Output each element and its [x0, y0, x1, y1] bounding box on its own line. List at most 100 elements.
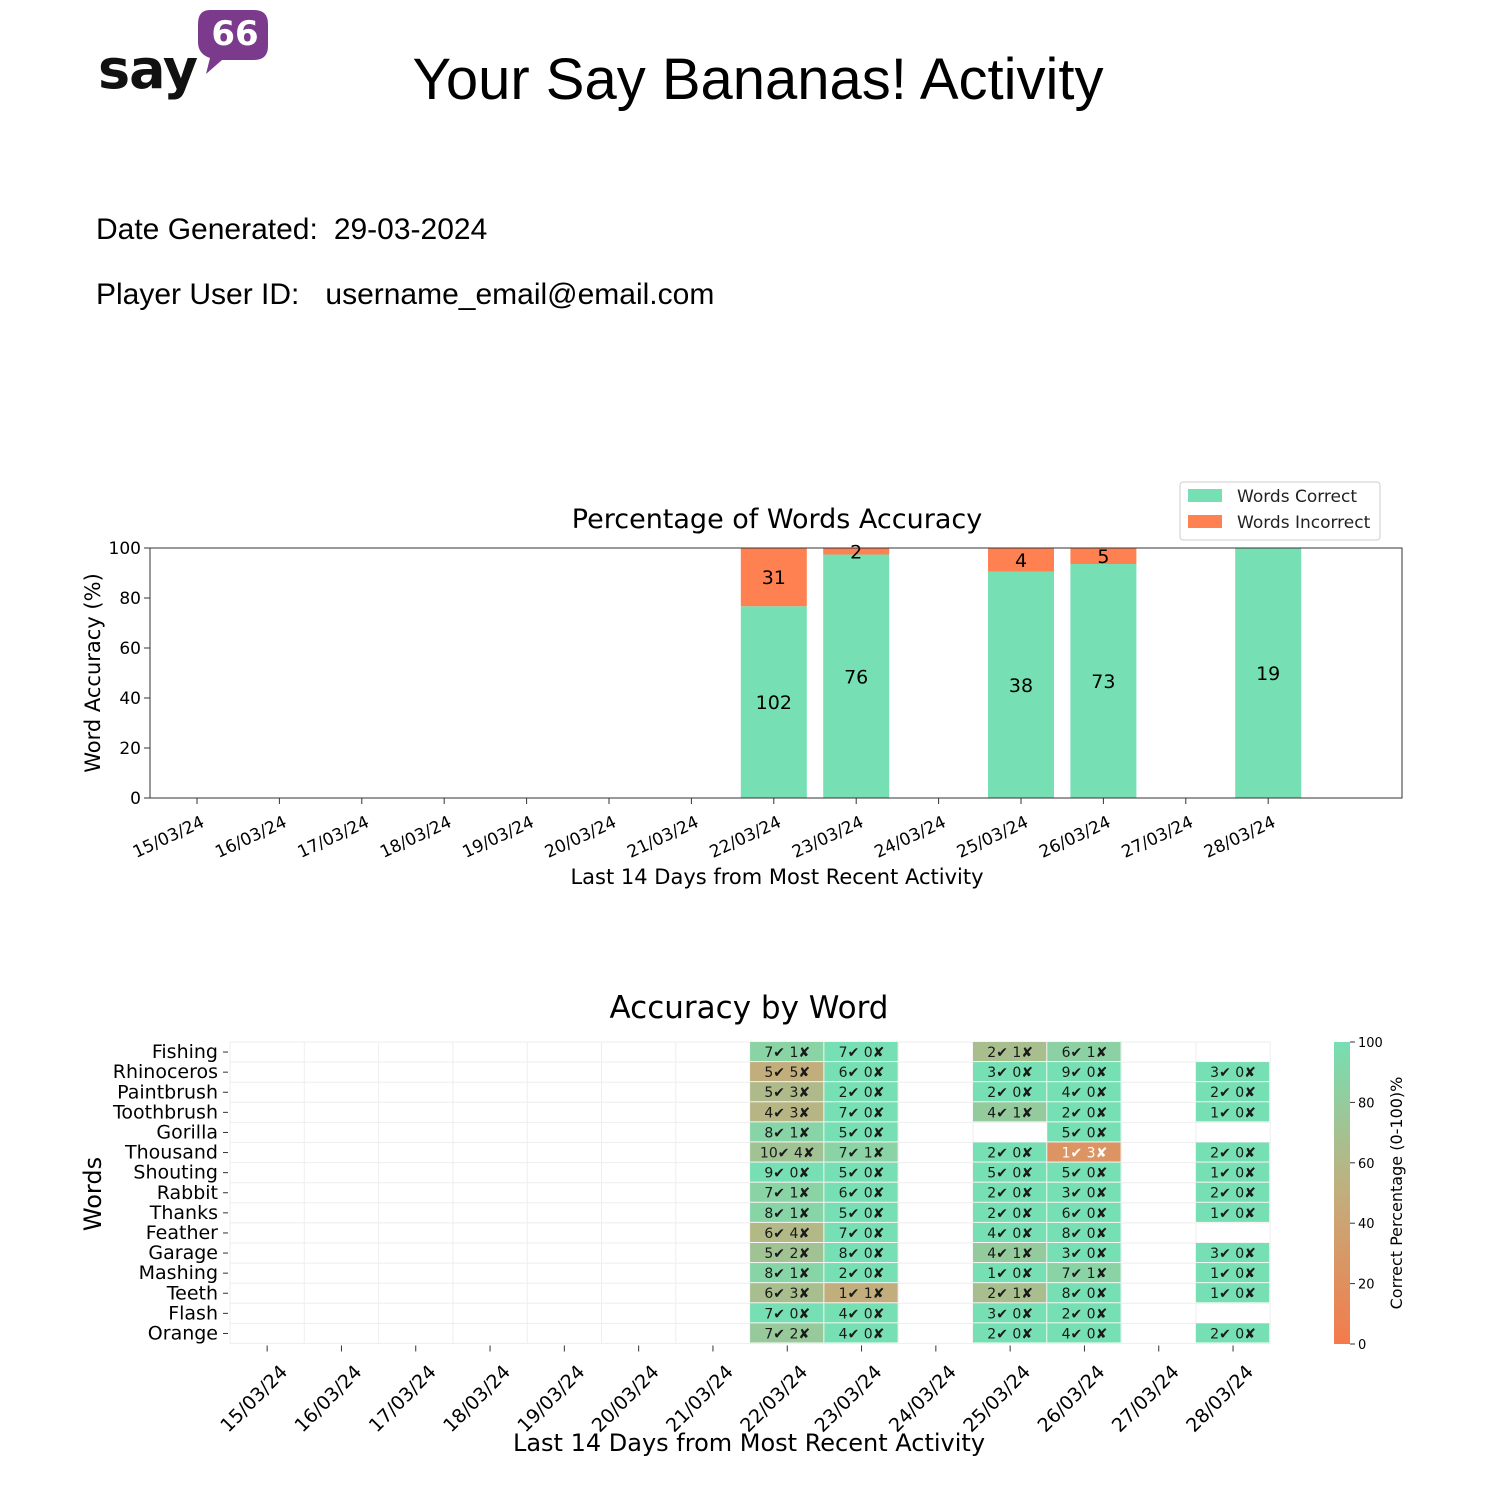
- x-tick-label: 24/03/24: [872, 812, 950, 862]
- heatmap-cell-label: 1✔ 0✘: [987, 1266, 1033, 1282]
- heatmap-cell-label: 4✔ 0✘: [1062, 1085, 1108, 1101]
- y-tick-label: 20: [119, 739, 141, 759]
- bar-chart-bars: 102 31 76 2 38 4 73 5 19: [740, 541, 1302, 798]
- heatmap-cell: [1047, 1182, 1121, 1202]
- heatmap-cell-label: 2✔ 0✘: [987, 1146, 1033, 1162]
- bar-label-incorrect: 5: [1097, 546, 1109, 568]
- colorbar-tick-label: 0: [1358, 1338, 1366, 1353]
- legend-swatch-incorrect: [1188, 515, 1222, 528]
- colorbar-ticks: 0 20 40 60 80 100: [1350, 1036, 1383, 1353]
- heatmap-cell-label: 2✔ 0✘: [839, 1085, 885, 1101]
- bar-incorrect: [823, 548, 890, 555]
- heatmap-cell-label: 5✔ 0✘: [839, 1206, 885, 1222]
- heatmap-cell: [750, 1283, 824, 1303]
- heatmap-cell: [750, 1303, 824, 1323]
- heatmap-cell-label: 4✔ 0✘: [839, 1326, 885, 1342]
- heatmap-cell-label: 7✔ 0✘: [764, 1306, 810, 1322]
- x-tick-label: 15/03/24: [130, 812, 208, 862]
- heatmap-cell-label: 7✔ 1✘: [1062, 1266, 1108, 1282]
- heatmap-cell-label: 2✔ 0✘: [1210, 1146, 1256, 1162]
- bar-label-correct: 38: [1009, 675, 1033, 697]
- heatmap-cell: [973, 1243, 1047, 1263]
- legend-swatch-correct: [1188, 489, 1222, 502]
- x-tick-label: 20/03/24: [542, 812, 620, 862]
- x-tick-label: 25/03/24: [954, 812, 1032, 862]
- heatmap-cell: [973, 1042, 1047, 1062]
- heatmap-cell-label: 2✔ 1✘: [987, 1286, 1033, 1302]
- bar-label-correct: 102: [756, 692, 792, 714]
- heatmap-cell: [824, 1222, 898, 1242]
- heatmap-y-label: Words: [79, 1157, 107, 1231]
- legend-label-incorrect: Words Incorrect: [1237, 513, 1371, 533]
- heatmap-cell: [1047, 1042, 1121, 1062]
- heatmap-column-label: 26/03/24: [1033, 1361, 1109, 1437]
- speech-bubble-icon: [198, 10, 268, 74]
- heatmap-cell-label: 5✔ 0✘: [839, 1166, 885, 1182]
- heatmap-x-label: Last 14 Days from Most Recent Activity: [513, 1429, 985, 1457]
- heatmap-cell-label: 7✔ 0✘: [839, 1105, 885, 1121]
- heatmap-cell-label: 1✔ 0✘: [1210, 1286, 1256, 1302]
- heatmap-cell: [750, 1062, 824, 1082]
- heatmap-cell-label: 5✔ 3✘: [764, 1085, 810, 1101]
- heatmap-cell: [1195, 1263, 1270, 1283]
- heatmap-cell: [1047, 1323, 1121, 1343]
- heatmap-cell-label: 3✔ 0✘: [1062, 1186, 1108, 1202]
- heatmap-cell-label: 7✔ 0✘: [839, 1045, 885, 1061]
- heatmap-column-label: 22/03/24: [736, 1361, 812, 1437]
- x-tick-label: 16/03/24: [212, 812, 290, 862]
- heatmap-row-label: Rabbit: [157, 1182, 218, 1204]
- bar-correct: [1235, 548, 1302, 798]
- heatmap-cell-label: 7✔ 1✘: [764, 1186, 810, 1202]
- heatmap-cell: [1047, 1122, 1121, 1142]
- bar-label-correct: 73: [1091, 671, 1115, 693]
- logo-badge-number: 66: [211, 14, 259, 54]
- heatmap-column-label: 20/03/24: [588, 1361, 664, 1437]
- heatmap-column-label: 25/03/24: [959, 1361, 1035, 1437]
- x-tick-label: 26/03/24: [1036, 812, 1114, 862]
- heatmap-cell: [973, 1182, 1047, 1202]
- heatmap-row-label: Toothbrush: [112, 1101, 218, 1123]
- heatmap-column-label: 28/03/24: [1182, 1361, 1258, 1437]
- heatmap-cell-label: 7✔ 1✘: [839, 1146, 885, 1162]
- heatmap-cell: [973, 1062, 1047, 1082]
- heatmap-cell-label: 3✔ 0✘: [1210, 1065, 1256, 1081]
- bar-correct: [823, 554, 890, 798]
- heatmap-cell: [824, 1102, 898, 1122]
- x-tick-label: 27/03/24: [1119, 812, 1197, 862]
- heatmap-cell: [750, 1102, 824, 1122]
- accuracy-heatmap: Accuracy by Word 7✔ 1✘ 7✔ 0✘ 2✔ 1✘ 6✔ 1✘ 5✔ …: [79, 990, 1406, 1457]
- heatmap-cell: [750, 1042, 824, 1062]
- x-tick-label: 28/03/24: [1201, 812, 1279, 862]
- bar-incorrect: [740, 548, 807, 607]
- colorbar-tick-label: 100: [1358, 1036, 1383, 1051]
- heatmap-row-label: Fishing: [152, 1041, 218, 1063]
- heatmap-cell: [1195, 1243, 1270, 1263]
- heatmap-cell: [1047, 1283, 1121, 1303]
- heatmap-column-label: 19/03/24: [513, 1361, 589, 1437]
- heatmap-cell-label: 3✔ 0✘: [987, 1306, 1033, 1322]
- heatmap-cell: [750, 1323, 824, 1343]
- heatmap-cell: [1195, 1062, 1270, 1082]
- colorbar-tick-label: 20: [1358, 1278, 1375, 1293]
- x-tick-label: 18/03/24: [377, 812, 455, 862]
- heatmap-cell-label: 4✔ 1✘: [987, 1246, 1033, 1262]
- heatmap-row-label: Shouting: [133, 1162, 218, 1184]
- heatmap-cell-label: 2✔ 0✘: [1062, 1105, 1108, 1121]
- x-tick-label: 19/03/24: [460, 812, 538, 862]
- bar-chart-legend: Words Correct Words Incorrect: [1179, 481, 1381, 541]
- heatmap-cell-label: 4✔ 0✘: [987, 1226, 1033, 1242]
- y-tick-label: 100: [109, 539, 141, 559]
- player-user-id-value: username_email@email.com: [325, 278, 715, 311]
- bar-incorrect: [988, 548, 1054, 572]
- heatmap-cell-label: 7✔ 0✘: [839, 1226, 885, 1242]
- heatmap-cell: [750, 1122, 824, 1142]
- heatmap-cell: [1195, 1323, 1270, 1343]
- heatmap-cell-label: 2✔ 0✘: [839, 1266, 885, 1282]
- bar-correct: [988, 571, 1054, 798]
- heatmap-cell: [750, 1162, 824, 1182]
- heatmap-column-label: 27/03/24: [1108, 1361, 1184, 1437]
- heatmap-cell-label: 2✔ 1✘: [987, 1045, 1033, 1061]
- heatmap-cell-label: 5✔ 0✘: [1062, 1125, 1108, 1141]
- heatmap-cell-label: 2✔ 0✘: [987, 1326, 1033, 1342]
- heatmap-cell-label: 8✔ 1✘: [764, 1266, 810, 1282]
